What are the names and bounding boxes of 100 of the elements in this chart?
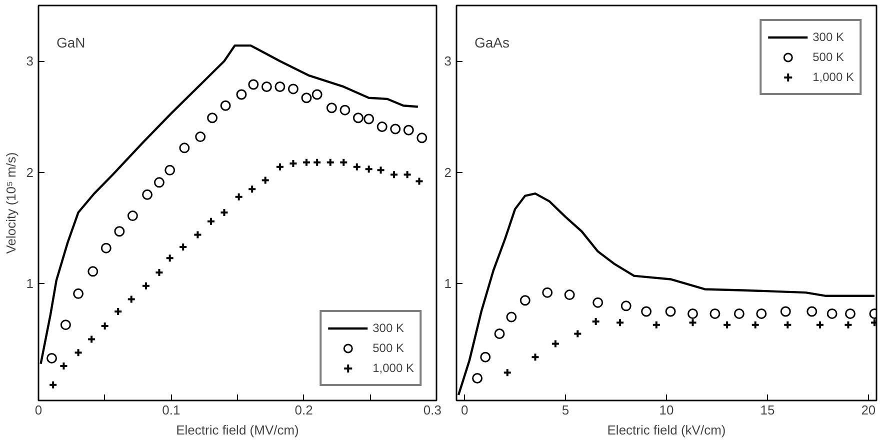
x-tick-label: 0 — [34, 402, 42, 418]
point — [312, 158, 322, 167]
point — [734, 308, 744, 319]
point — [206, 216, 216, 226]
point — [826, 308, 838, 319]
point — [402, 170, 412, 180]
point — [73, 288, 84, 299]
point — [302, 158, 311, 167]
point — [472, 373, 483, 384]
point — [260, 176, 270, 185]
point — [352, 112, 364, 124]
y-tick-label: 2 — [26, 164, 34, 180]
point — [506, 312, 517, 322]
point — [530, 352, 540, 362]
point — [364, 164, 374, 174]
y-tick-label: 3 — [26, 54, 34, 69]
point — [592, 297, 604, 308]
annotation: GaAs — [474, 34, 510, 50]
point — [274, 81, 286, 92]
point — [288, 84, 298, 94]
point — [288, 159, 298, 168]
point — [620, 300, 632, 312]
point — [688, 318, 698, 328]
legend-label: 1,000 K — [812, 70, 854, 84]
x-tick-label: 5 — [562, 402, 570, 418]
point — [74, 348, 83, 358]
point — [275, 162, 284, 172]
point — [326, 102, 337, 114]
point — [688, 308, 698, 319]
point — [193, 230, 202, 240]
point — [164, 164, 176, 176]
point — [312, 89, 322, 100]
point — [141, 281, 150, 290]
point — [100, 242, 112, 254]
point — [550, 339, 560, 348]
x-tick-label: 0.2 — [294, 402, 313, 418]
point — [376, 166, 386, 175]
point — [127, 210, 138, 222]
point — [352, 162, 362, 172]
point — [652, 320, 661, 330]
x-tick-label: 20 — [861, 402, 876, 418]
point — [87, 334, 96, 344]
y-tick-label: 1 — [444, 276, 452, 292]
annotation: GaN — [56, 34, 86, 50]
point — [780, 306, 791, 317]
point — [542, 287, 553, 298]
point — [390, 170, 399, 180]
point — [142, 189, 153, 200]
point — [844, 320, 853, 330]
point — [248, 184, 257, 194]
y-tick-label: 3 — [444, 54, 452, 69]
x-tick-label: 10 — [659, 402, 674, 418]
point — [815, 320, 824, 330]
point — [165, 254, 174, 263]
point — [573, 329, 582, 338]
point — [236, 89, 247, 100]
point — [179, 142, 190, 154]
y-tick-label: 1 — [26, 276, 34, 292]
x-tick-label: 0 — [460, 402, 468, 418]
point — [722, 320, 732, 330]
point — [616, 318, 625, 328]
point — [480, 352, 491, 362]
point — [339, 158, 348, 167]
point — [88, 266, 98, 277]
point — [403, 124, 414, 136]
point — [845, 308, 856, 319]
y-axis-title: Velocity (10⁵ m/s) — [3, 152, 18, 254]
legend-label: 300 K — [812, 30, 844, 44]
point — [114, 226, 125, 237]
point — [520, 295, 530, 306]
point — [416, 132, 428, 144]
point — [591, 317, 600, 326]
point — [783, 320, 792, 330]
point — [48, 380, 58, 390]
point — [494, 328, 505, 339]
point — [756, 308, 767, 319]
legend-label: 1,000 K — [372, 361, 414, 375]
point — [750, 320, 760, 330]
point — [60, 320, 71, 330]
point — [665, 306, 676, 317]
point — [207, 112, 218, 124]
point — [326, 158, 335, 167]
x-tick-label: 15 — [760, 402, 775, 418]
point — [376, 122, 388, 132]
x-tick-label: 0.3 — [423, 402, 442, 418]
point — [390, 124, 401, 134]
point — [414, 176, 424, 186]
point — [154, 177, 164, 188]
point — [195, 132, 206, 142]
point — [641, 306, 652, 317]
point — [248, 79, 259, 90]
legend-label: 500 K — [372, 341, 404, 355]
point — [564, 290, 575, 300]
point — [340, 104, 350, 116]
legend-label: 500 K — [812, 50, 844, 64]
y-tick-label: 2 — [444, 164, 452, 180]
legend-label: 300 K — [372, 321, 404, 335]
point — [261, 81, 272, 92]
point — [710, 308, 720, 319]
x-axis-title: Electric field (MV/cm) — [176, 422, 299, 438]
